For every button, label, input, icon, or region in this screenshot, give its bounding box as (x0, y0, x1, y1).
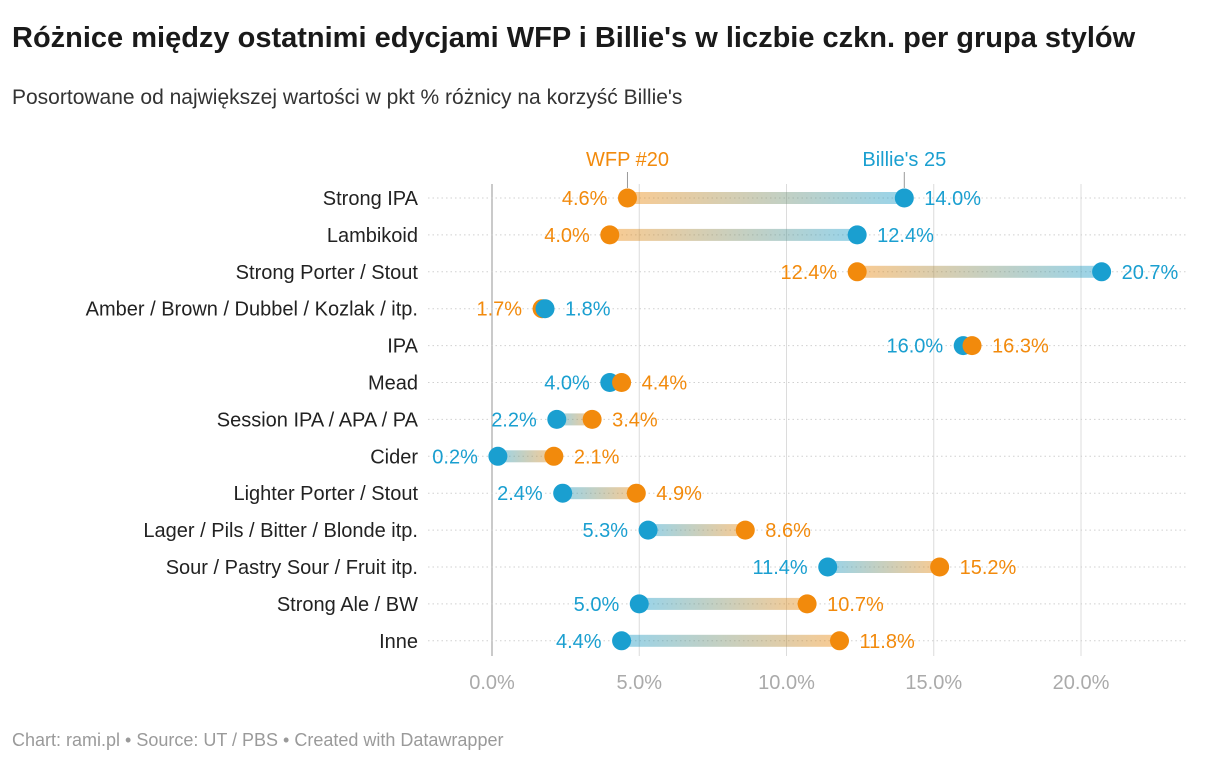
wfp-value-label: 16.3% (992, 336, 1049, 358)
wfp-value-label: 2.1% (574, 446, 620, 468)
billies-value-label: 14.0% (924, 188, 981, 210)
billies-value-label: 4.0% (544, 373, 590, 395)
wfp-value-label: 1.7% (476, 299, 522, 321)
wfp-point (626, 483, 646, 503)
billies-point (547, 409, 567, 429)
range-connector (609, 228, 858, 241)
wfp-point (582, 409, 602, 429)
billies-value-label: 16.0% (886, 336, 943, 358)
wfp-point (612, 373, 632, 392)
chart-subtitle: Posortowane od największej wartości w pk… (12, 86, 683, 109)
billies-point (488, 446, 508, 466)
category-label: Sour / Pastry Sour / Fruit itp. (166, 557, 418, 579)
billies-point (535, 299, 555, 319)
range-connector (639, 597, 808, 610)
chart-footer: Chart: rami.pl • Source: UT / PBS • Crea… (12, 730, 504, 750)
x-tick-label: 20.0% (1053, 672, 1110, 694)
wfp-value-label: 4.0% (544, 225, 590, 247)
billies-value-label: 11.4% (752, 557, 807, 579)
category-label: Inne (379, 631, 418, 653)
billies-value-label: 1.8% (565, 299, 611, 321)
range-connector (857, 265, 1102, 278)
x-tick-label: 10.0% (758, 672, 815, 694)
billies-point (1092, 262, 1112, 282)
wfp-value-label: 8.6% (765, 520, 811, 542)
category-label: IPA (387, 336, 418, 358)
x-tick-label: 0.0% (469, 672, 515, 694)
range-connector (621, 634, 840, 647)
category-label: Strong Ale / BW (277, 594, 418, 616)
wfp-point (797, 594, 817, 614)
wfp-value-label: 11.8% (860, 631, 915, 653)
wfp-point (847, 262, 867, 282)
data-points (488, 188, 1112, 651)
wfp-value-label: 12.4% (780, 262, 837, 284)
wfp-value-label: 4.4% (642, 373, 688, 395)
wfp-point (930, 557, 950, 577)
billies-point (629, 594, 649, 614)
billies-point (638, 520, 658, 540)
category-label: Lighter Porter / Stout (233, 483, 418, 505)
range-connector (497, 450, 554, 463)
billies-value-label: 0.2% (432, 446, 478, 468)
range-connector (827, 561, 940, 573)
x-tick-label: 15.0% (905, 672, 962, 694)
wfp-point (830, 631, 850, 651)
wfp-value-label: 4.6% (562, 188, 608, 210)
range-connector (648, 524, 746, 537)
chart-title: Różnice między ostatnimi edycjami WFP i … (12, 22, 1136, 54)
category-label: Cider (370, 446, 418, 468)
billies-legend-label: Billie's 25 (862, 149, 946, 171)
billies-value-label: 5.3% (582, 520, 628, 542)
wfp-value-label: 3.4% (612, 409, 658, 431)
wfp-point (962, 336, 982, 356)
billies-point (553, 483, 573, 503)
wfp-point (735, 520, 755, 540)
category-label: Strong IPA (323, 188, 419, 210)
wfp-point (544, 446, 564, 466)
range-connector (627, 192, 905, 204)
range-connector (562, 487, 637, 500)
category-label: Amber / Brown / Dubbel / Kozlak / itp. (86, 299, 418, 321)
x-tick-label: 5.0% (616, 672, 662, 694)
billies-value-label: 2.4% (497, 483, 543, 505)
category-label: Mead (368, 373, 418, 395)
billies-value-label: 5.0% (574, 594, 620, 616)
wfp-value-label: 4.9% (656, 483, 702, 505)
billies-point (847, 225, 867, 245)
billies-value-label: 2.2% (491, 409, 537, 431)
category-label: Strong Porter / Stout (236, 262, 419, 284)
billies-point (612, 631, 632, 651)
billies-point (894, 188, 914, 208)
category-label: Lambikoid (327, 225, 418, 247)
wfp-point (617, 188, 637, 208)
wfp-legend-label: WFP #20 (586, 149, 669, 171)
wfp-value-label: 15.2% (960, 557, 1017, 579)
range-connectors (497, 192, 1102, 647)
category-label: Lager / Pils / Bitter / Blonde itp. (143, 520, 418, 542)
gridlines (491, 184, 1082, 656)
wfp-value-label: 10.7% (827, 594, 884, 616)
billies-value-label: 4.4% (556, 631, 602, 653)
wfp-point (600, 225, 620, 245)
category-label: Session IPA / APA / PA (217, 409, 419, 431)
billies-point (818, 557, 838, 577)
billies-value-label: 12.4% (877, 225, 934, 247)
billies-value-label: 20.7% (1122, 262, 1179, 284)
text-labels: 0.0% 5.0% 10.0% 15.0% 20.0% Strong IPA 4.6% 14.… (86, 149, 1179, 694)
